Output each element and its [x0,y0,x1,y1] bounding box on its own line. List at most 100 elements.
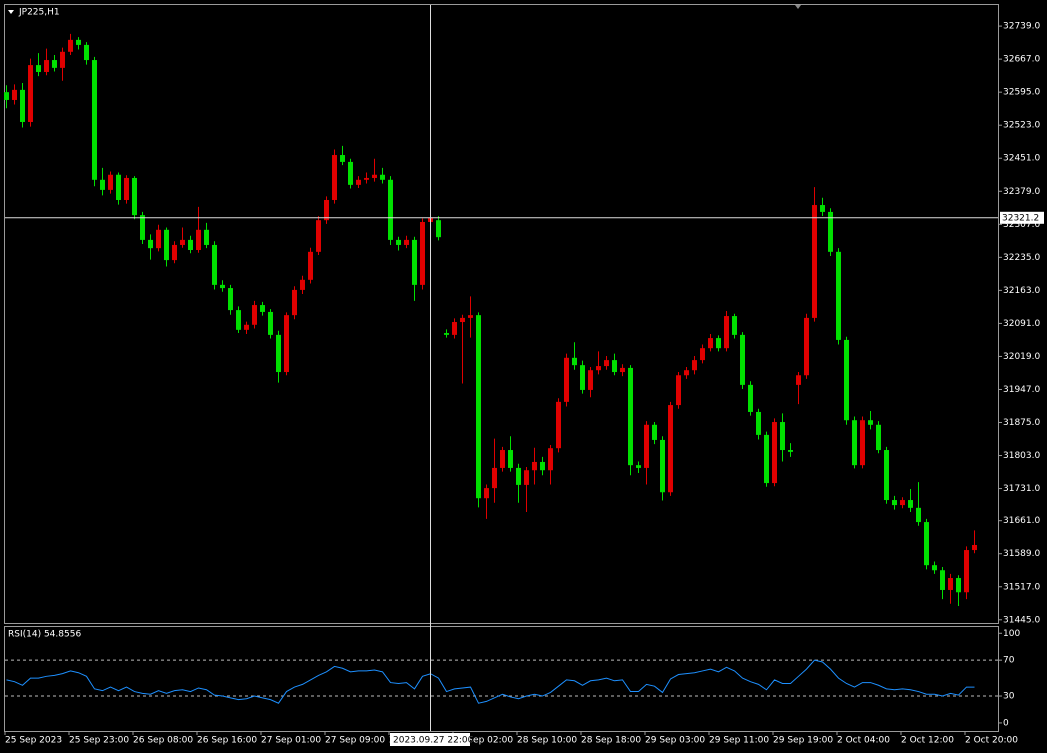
candle-body [540,461,545,471]
candle-body [4,92,9,100]
candle-body [948,578,953,590]
candle-body [572,357,577,366]
x-tick-label: 25 Sep 2023 [5,736,62,746]
x-tick-label: 29 Sep 03:00 [645,736,705,746]
candle-body [420,222,425,285]
candle-body [404,239,409,245]
x-tick-label: 29 Sep 19:00 [773,736,833,746]
x-tick-label: 2 Oct 04:00 [837,736,890,746]
crosshair-time-box [390,733,470,746]
candle-body [196,229,201,250]
candle-body [500,450,505,468]
candle-body [116,174,121,200]
candle-body [236,310,241,330]
candle-body [292,289,297,316]
y-tick-label: 32379.0 [1003,187,1040,197]
candle-body [476,315,481,499]
candle-body [628,367,633,466]
candle-body [372,174,377,178]
rsi-tick-label: 100 [1003,629,1020,639]
x-tick-label: 26 Sep 16:00 [197,736,257,746]
candle-body [564,357,569,402]
candle-body [588,370,593,390]
candle-body [332,155,337,200]
candle-body [412,239,417,285]
candle-body [652,424,657,440]
rsi-tick-label: 70 [1003,656,1015,666]
candle-body [612,360,617,373]
candle-body [764,434,769,484]
crosshair-time-label: 2023.09.27 22:00 [393,736,474,746]
candle-body [84,44,89,61]
candle-body [820,205,825,212]
candle-body [748,384,753,412]
candle-body [228,288,233,311]
candle-body [836,251,841,340]
candle-body [276,334,281,373]
candle-body [204,229,209,245]
candle-body [772,422,777,484]
candle-body [548,448,553,471]
candle-body [852,420,857,466]
x-tick-label: 2 Oct 12:00 [901,736,954,746]
chart-title: JP225,H1 [18,8,60,18]
candle-body [460,317,465,323]
y-tick-label: 31875.0 [1003,418,1040,428]
candle-body [924,522,929,566]
y-tick-label: 31445.0 [1003,615,1040,625]
candle-body [812,205,817,318]
candle-body [908,500,913,508]
candle-body [756,411,761,435]
candle-body [684,370,689,376]
candle-body [700,348,705,361]
candle-body [364,177,369,180]
x-tick-label: 29 Sep 11:00 [709,736,769,746]
candle-body [244,324,249,330]
candle-body [148,239,153,249]
candle-body [636,465,641,468]
candle-body [468,315,473,318]
indicator-title: RSI(14) 54.8556 [8,630,81,640]
candle-body [212,244,217,285]
candle-body [868,420,873,425]
y-tick-label: 32667.0 [1003,55,1040,65]
candle-body [132,177,137,216]
candle-body [180,239,185,245]
y-tick-label: 31947.0 [1003,385,1040,395]
candle-body [300,279,305,290]
candle-body [708,338,713,349]
candle-body [284,315,289,373]
x-tick-label: 27 Sep 09:00 [325,736,385,746]
crosshair-price-box [1000,211,1044,224]
candle-body [268,311,273,335]
candle-body [260,305,265,312]
y-tick-label: 32307.0 [1003,220,1040,230]
symbol-menu-arrow[interactable] [8,10,14,14]
candle-body [964,550,969,593]
candle-body [804,317,809,376]
candle-body [556,401,561,449]
candle-body [516,467,521,485]
y-tick-label: 32235.0 [1003,253,1040,263]
x-tick-label: 2 Oct 20:00 [965,736,1018,746]
x-tick-label: 28 Sep 10:00 [517,736,577,746]
candle-body [972,545,977,551]
y-tick-label: 31661.0 [1003,516,1040,526]
candle-body [316,220,321,252]
candle-body [124,177,129,200]
candle-body [828,211,833,252]
candle-body [92,60,97,180]
candle-body [156,229,161,249]
candle-body [20,89,25,122]
y-tick-label: 31589.0 [1003,549,1040,559]
y-tick-label: 32091.0 [1003,319,1040,329]
shift-marker[interactable] [795,5,801,9]
rsi-panel [4,626,999,732]
candle-body [164,229,169,261]
candle-body [396,239,401,245]
candle-body [380,174,385,180]
candle-body [668,405,673,493]
candle-body [916,507,921,523]
candle-body [644,424,649,468]
